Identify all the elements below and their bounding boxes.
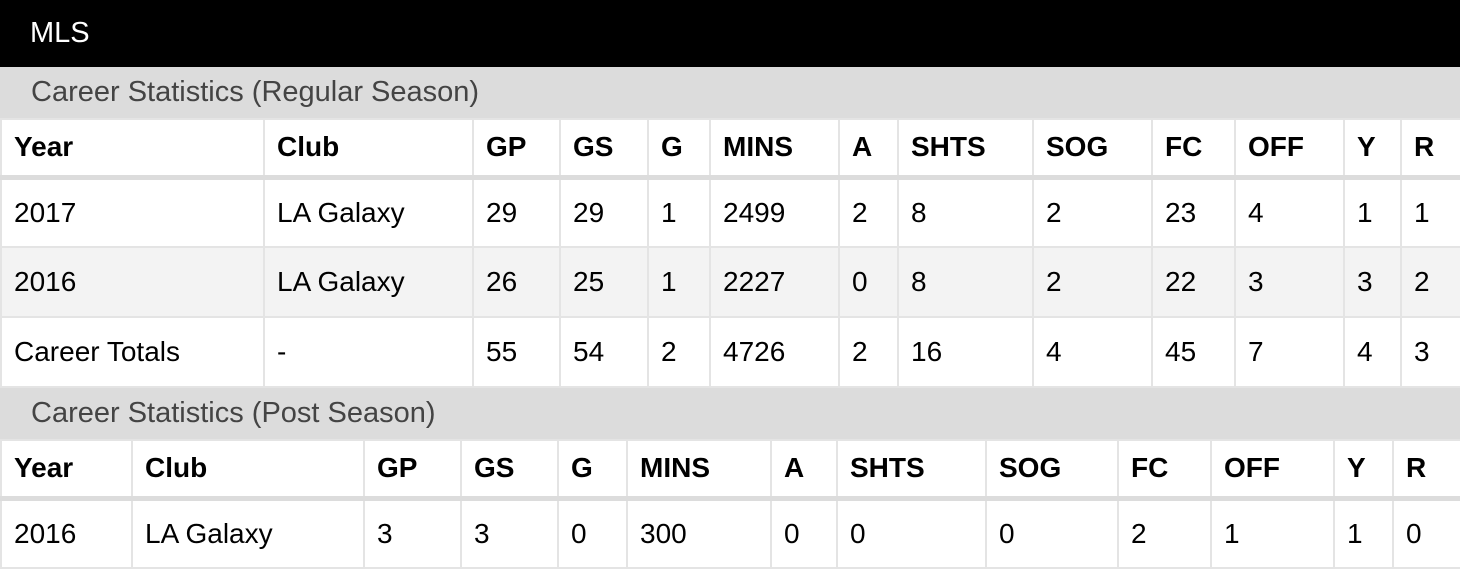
cell: 3 xyxy=(363,497,462,569)
column-header: GS xyxy=(460,439,559,501)
cell: 2 xyxy=(647,316,711,388)
caption-text: Career Statistics (Post Season) xyxy=(31,397,436,429)
column-header: GS xyxy=(559,118,649,180)
cell: 1 xyxy=(1400,176,1460,248)
cell: 0 xyxy=(1392,497,1460,569)
table-caption: Career Statistics (Post Season) xyxy=(0,388,1460,439)
content: Career Statistics (Regular Season) Year Cl… xyxy=(0,67,1460,569)
cell: 23 xyxy=(1151,176,1236,248)
cell: 0 xyxy=(836,497,987,569)
cell: 7 xyxy=(1234,316,1345,388)
cell: 22 xyxy=(1151,246,1236,318)
cell: 2016 xyxy=(0,497,133,569)
cell: 2016 xyxy=(0,246,265,318)
cell: 2 xyxy=(1032,176,1153,248)
cell: 3 xyxy=(460,497,559,569)
cell: 2227 xyxy=(709,246,840,318)
cell: 2 xyxy=(1400,246,1460,318)
column-header: SHTS xyxy=(836,439,987,501)
cell: 29 xyxy=(472,176,561,248)
cell: LA Galaxy xyxy=(263,176,474,248)
cell: 2017 xyxy=(0,176,265,248)
data-row: 2017 LA Galaxy 29 29 1 2499 2 8 2 23 4 1 1 xyxy=(0,176,1460,248)
cell: 4 xyxy=(1032,316,1153,388)
column-header: A xyxy=(838,118,899,180)
stats-table: Year Club GP GS G MINS A SHTS SOG FC OFF Y R 2017 LA G… xyxy=(0,118,1460,388)
caption-text: Career Statistics (Regular Season) xyxy=(31,76,480,108)
column-header: GP xyxy=(472,118,561,180)
header-title: MLS xyxy=(30,17,90,49)
column-header: OFF xyxy=(1210,439,1335,501)
header-row: Year Club GP GS G MINS A SHTS SOG FC OFF Y R xyxy=(0,118,1460,180)
stats-table: Year Club GP GS G MINS A SHTS SOG FC OFF Y R 2016 LA G… xyxy=(0,439,1460,569)
cell: 8 xyxy=(897,246,1034,318)
data-row: Career Totals -55 54 2 4726 2 16 4 45 7 4 3 xyxy=(0,316,1460,388)
cell: 3 xyxy=(1400,316,1460,388)
column-header: FC xyxy=(1151,118,1236,180)
cell: 3 xyxy=(1343,246,1402,318)
cell: - xyxy=(263,316,474,388)
cell: 45 xyxy=(1151,316,1236,388)
cell: 1 xyxy=(1333,497,1394,569)
column-header: MINS xyxy=(626,439,772,501)
cell: 2 xyxy=(838,176,899,248)
column-header: Club xyxy=(263,118,474,180)
cell: LA Galaxy xyxy=(131,497,365,569)
cell: 55 xyxy=(472,316,561,388)
header-row: Year Club GP GS G MINS A SHTS SOG FC OFF Y R xyxy=(0,439,1460,501)
cell: 0 xyxy=(838,246,899,318)
cell: LA Galaxy xyxy=(263,246,474,318)
column-header: Year xyxy=(0,118,265,180)
table-caption: Career Statistics (Regular Season) xyxy=(0,67,1460,118)
cell: 16 xyxy=(897,316,1034,388)
cell: 54 xyxy=(559,316,649,388)
cell: 1 xyxy=(1343,176,1402,248)
column-header: Year xyxy=(0,439,133,501)
data-row: 2016 LA Galaxy 26 25 1 2227 0 8 2 22 3 3 2 xyxy=(0,246,1460,318)
cell: 8 xyxy=(897,176,1034,248)
cell: 0 xyxy=(770,497,838,569)
column-header: FC xyxy=(1117,439,1212,501)
column-header: R xyxy=(1400,118,1460,180)
cell: 26 xyxy=(472,246,561,318)
cell: 1 xyxy=(647,246,711,318)
cell: 2 xyxy=(1032,246,1153,318)
cell: 2499 xyxy=(709,176,840,248)
cell: 4 xyxy=(1234,176,1345,248)
cell: 1 xyxy=(647,176,711,248)
header-bar: MLS xyxy=(0,0,1460,67)
cell: Career Totals xyxy=(0,316,265,388)
column-header: R xyxy=(1392,439,1460,501)
column-header: SOG xyxy=(985,439,1119,501)
column-header: SOG xyxy=(1032,118,1153,180)
cell: 0 xyxy=(985,497,1119,569)
cell: 0 xyxy=(557,497,628,569)
column-header: MINS xyxy=(709,118,840,180)
cell: 4 xyxy=(1343,316,1402,388)
cell: 29 xyxy=(559,176,649,248)
cell: 2 xyxy=(838,316,899,388)
column-header: GP xyxy=(363,439,462,501)
cell: 300 xyxy=(626,497,772,569)
column-header: SHTS xyxy=(897,118,1034,180)
cell: 3 xyxy=(1234,246,1345,318)
cell: 1 xyxy=(1210,497,1335,569)
cell: 4726 xyxy=(709,316,840,388)
column-header: Y xyxy=(1343,118,1402,180)
column-header: OFF xyxy=(1234,118,1345,180)
cell: 25 xyxy=(559,246,649,318)
column-header: A xyxy=(770,439,838,501)
cell: 2 xyxy=(1117,497,1212,569)
column-header: G xyxy=(647,118,711,180)
column-header: Club xyxy=(131,439,365,501)
column-header: G xyxy=(557,439,628,501)
data-row: 2016 LA Galaxy 3 3 0 300 0 0 0 2 1 1 0 xyxy=(0,497,1460,569)
column-header: Y xyxy=(1333,439,1394,501)
